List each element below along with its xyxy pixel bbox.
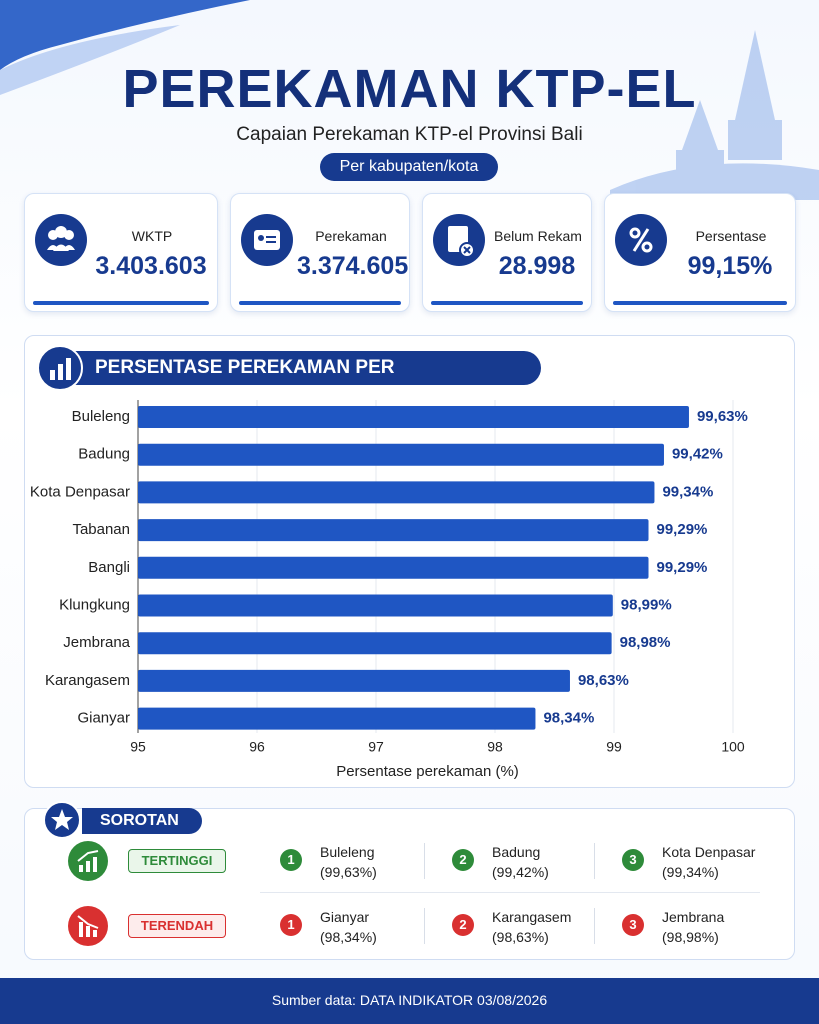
star-icon — [43, 801, 81, 839]
stat-label: Perekaman — [315, 228, 387, 244]
stat-label: Persentase — [695, 228, 767, 244]
rank: 2 — [452, 849, 474, 871]
x-tick-label: 97 — [368, 739, 384, 755]
y-tick-label: Klungkung — [59, 596, 130, 613]
row-icon — [68, 841, 108, 881]
item-name: Badung — [492, 844, 541, 860]
item-name: Kota Denpasar — [662, 844, 756, 860]
bar — [138, 406, 689, 428]
stat-card: Belum Rekam 28.998 — [422, 193, 592, 312]
value-label: 99,63% — [697, 408, 748, 425]
card-bar — [33, 301, 209, 305]
bar — [138, 556, 649, 579]
item-value: (99,42%) — [492, 864, 549, 880]
x-tick-label: 98 — [487, 739, 503, 755]
y-tick-label: Tabanan — [72, 521, 130, 538]
stat-card: WKTP 3.403.603 — [24, 193, 218, 312]
rank: 3 — [622, 849, 644, 871]
stat-label: WKTP — [131, 228, 173, 244]
highlight-title: SOROTAN — [82, 808, 202, 834]
item-name: Jembrana — [662, 909, 725, 925]
value-label: 99,34% — [662, 483, 713, 500]
y-tick-label: Bangli — [88, 559, 130, 576]
icon — [241, 214, 293, 266]
stat-card: Perekaman 3.374.605 — [230, 193, 410, 312]
chart-title: PERSENTASE PEREKAMAN PER KABUPATEN/KOTA — [55, 351, 541, 412]
separator — [594, 843, 595, 879]
stat-value: 3.403.603 — [95, 252, 207, 280]
bar — [138, 481, 655, 504]
x-tick-label: 99 — [606, 739, 622, 755]
value-label: 98,34% — [543, 710, 594, 727]
item-value: (99,34%) — [662, 864, 719, 880]
item-name: Karangasem — [492, 909, 572, 925]
bar — [138, 707, 536, 730]
separator — [424, 843, 425, 879]
rank: 2 — [452, 914, 474, 936]
value-label: 98,98% — [620, 634, 671, 651]
item-value: (98,34%) — [320, 929, 377, 945]
rank: 1 — [280, 849, 302, 871]
value-label: 98,63% — [578, 672, 629, 689]
decoration — [0, 0, 819, 200]
title: PEREKAMAN KTP-EL — [122, 59, 697, 119]
value-label: 99,42% — [672, 446, 723, 463]
card-bar — [613, 301, 787, 305]
item-value: (99,63%) — [320, 864, 377, 880]
item-value: (98,63%) — [492, 929, 549, 945]
y-tick-label: Buleleng — [72, 408, 130, 425]
row-icon — [68, 906, 108, 946]
row-label: TERTINGGI — [128, 849, 226, 873]
value-label: 99,29% — [657, 559, 708, 576]
bar — [138, 443, 664, 466]
item-name: Buleleng — [320, 844, 375, 860]
separator — [594, 908, 595, 944]
chart: 95 96 97 98 99 100 Persentase perekaman (%) Bul… — [30, 400, 748, 780]
footer: Sumber data: DATA INDIKATOR 03/08/2026 — [271, 992, 548, 1008]
stat-value: 3.374.605 — [297, 252, 409, 280]
value-label: 98,99% — [621, 596, 672, 613]
y-tick-label: Jembrana — [63, 634, 130, 651]
bar — [138, 669, 570, 692]
stat-label: Belum Rekam — [494, 228, 582, 244]
item-value: (98,98%) — [662, 929, 719, 945]
chart-icon — [37, 345, 83, 391]
y-tick-label: Kota Denpasar — [30, 483, 130, 500]
icon — [433, 214, 485, 266]
badge: Per kabupaten/kota — [320, 153, 498, 181]
y-tick-label: Badung — [78, 446, 130, 463]
stat-card: Persentase 99,15% — [604, 193, 796, 312]
icon — [35, 214, 87, 266]
footer-bar — [0, 978, 819, 1024]
divider — [260, 892, 760, 893]
icon — [615, 214, 667, 266]
rank: 3 — [622, 914, 644, 936]
x-axis-label: Persentase perekaman (%) — [336, 763, 519, 780]
card-bar — [431, 301, 583, 305]
separator — [424, 908, 425, 944]
y-tick-label: Gianyar — [77, 710, 130, 727]
y-tick-label: Karangasem — [45, 672, 130, 689]
subtitle: Capaian Perekaman KTP-el Provinsi Bali — [236, 124, 583, 145]
bar — [138, 519, 649, 542]
row-label: TERENDAH — [128, 914, 226, 938]
bar — [138, 594, 613, 617]
x-tick-label: 95 — [130, 739, 146, 755]
value-label: 99,29% — [657, 521, 708, 538]
stat-value: 28.998 — [498, 252, 576, 280]
x-tick-label: 96 — [249, 739, 265, 755]
card-bar — [239, 301, 401, 305]
item-name: Gianyar — [320, 909, 370, 925]
x-tick-label: 100 — [721, 739, 745, 755]
stat-value: 99,15% — [687, 252, 773, 280]
rank: 1 — [280, 914, 302, 936]
bar — [138, 632, 612, 655]
